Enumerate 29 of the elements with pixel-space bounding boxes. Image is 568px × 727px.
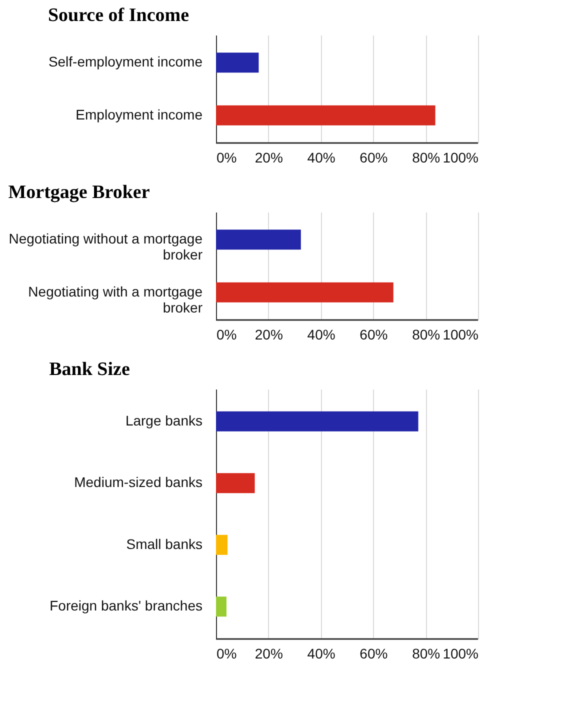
x-tick-label: 60% [360,326,388,342]
y-tick-label: Employment income [76,106,203,122]
x-tick-label: 0% [216,326,237,342]
x-tick-label: 80% [412,326,440,342]
x-tick-label: 40% [307,326,336,342]
x-tick-label: 60% [360,646,388,662]
y-tick-label: Medium-sized banks [74,474,202,490]
y-tick-label: Negotiating with a mortgage broker [28,283,203,316]
x-tick-label: 80% [412,646,440,662]
chart-title: Bank Size [49,359,130,380]
x-tick-label: 100% [442,150,478,166]
x-tick-label: 0% [216,150,237,166]
x-tick-label: 20% [254,326,283,342]
x-tick-label: 40% [307,150,336,166]
y-tick-label: Large banks [125,412,202,428]
x-tick-label: 100% [442,326,478,342]
y-tick-label: Negotiating without a mortgage broker [8,230,203,263]
chart-title: Source of Income [48,5,190,26]
y-tick-label: Small banks [126,536,202,552]
x-tick-label: 0% [216,646,237,662]
x-tick-label: 100% [442,646,478,662]
x-tick-label: 80% [412,150,440,166]
y-tick-label: Foreign banks' branches [50,598,202,614]
x-tick-label: 20% [254,646,283,662]
y-tick-label: Self-employment income [48,54,203,70]
x-tick-label: 60% [360,150,388,166]
x-tick-label: 20% [254,150,283,166]
x-tick-label: 40% [307,646,336,662]
chart-title: Mortgage Broker [8,182,150,203]
